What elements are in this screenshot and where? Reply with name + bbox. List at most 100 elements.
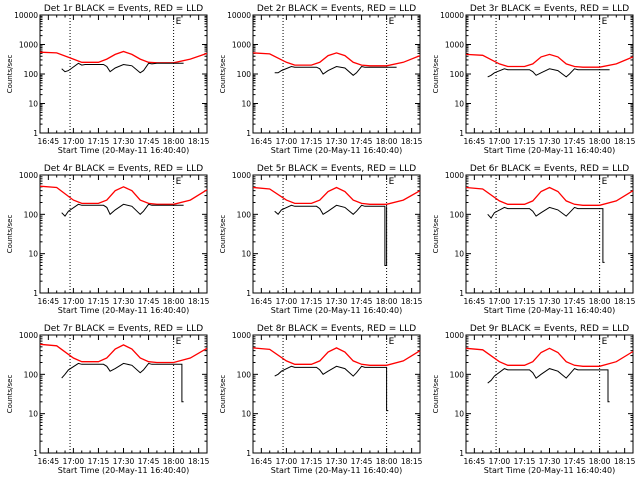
panel-det-1: Det 1r BLACK = Events, RED = LLD 1 10 100 10… <box>6 4 210 155</box>
y-tick-label: 1000 <box>19 331 38 340</box>
y-tick-label: 1000 <box>445 41 464 50</box>
x-axis-label: Start Time (20-May-11 16:40:40) <box>484 306 615 315</box>
x-tick-label: 18:15 <box>614 137 636 146</box>
y-axis-label: Counts/sec <box>432 375 440 414</box>
series-events-line <box>61 62 184 74</box>
x-axis-label: Start Time (20-May-11 16:40:40) <box>271 466 402 475</box>
y-tick-label: 100 <box>237 210 252 219</box>
x-tick-label: 17:00 <box>489 137 511 146</box>
series-lld-line <box>465 53 634 68</box>
x-tick-label: 18:00 <box>376 457 398 466</box>
x-tick-label: 17:30 <box>326 297 348 306</box>
chart-title: Det 3r BLACK = Events, RED = LLD <box>470 4 629 14</box>
panel-det-2: Det 2r BLACK = Events, RED = LLD 1 10 100 10… <box>219 4 423 155</box>
y-tick-label: 100 <box>24 210 39 219</box>
chart-title: Det 9r BLACK = Events, RED = LLD <box>470 324 629 334</box>
plot-frame <box>39 14 208 134</box>
y-tick-label: 1 <box>246 289 251 298</box>
y-tick-label: 1000 <box>445 171 464 180</box>
x-tick-label: 18:15 <box>188 297 210 306</box>
panel-det-8: Det 8r BLACK = Events, RED = LLD 1 10 100 10… <box>219 324 423 475</box>
y-tick-label: 10 <box>28 100 38 109</box>
x-tick-label: 18:15 <box>614 297 636 306</box>
chart-title: Det 2r BLACK = Events, RED = LLD <box>257 4 416 14</box>
y-tick-label: 1 <box>246 449 251 458</box>
x-tick-label: 16:45 <box>38 137 60 146</box>
x-tick-label: 16:45 <box>464 457 486 466</box>
y-tick-label: 1000 <box>19 41 38 50</box>
x-axis-label: Start Time (20-May-11 16:40:40) <box>484 466 615 475</box>
x-axis-label: Start Time (20-May-11 16:40:40) <box>58 306 189 315</box>
x-tick-label: 17:45 <box>564 137 586 146</box>
x-tick-label: 16:45 <box>464 297 486 306</box>
x-tick-label: 17:45 <box>138 297 160 306</box>
y-tick-label: 10000 <box>440 11 464 20</box>
series-lld-line <box>252 52 421 67</box>
x-axis-label: Start Time (20-May-11 16:40:40) <box>271 306 402 315</box>
y-axis-label: Counts/sec <box>219 215 227 254</box>
x-tick-label: 17:45 <box>138 457 160 466</box>
series-events-line <box>274 365 389 412</box>
series-lld-line <box>252 347 421 366</box>
x-tick-label: 17:00 <box>276 297 298 306</box>
x-tick-label: 18:00 <box>589 297 611 306</box>
y-tick-label: 100 <box>237 370 252 379</box>
plot-frame <box>39 174 208 294</box>
plot-frame <box>465 174 634 294</box>
y-tick-label: 1 <box>459 129 464 138</box>
series-events-line <box>487 368 610 403</box>
x-tick-label: 17:15 <box>88 457 110 466</box>
x-tick-label: 16:45 <box>251 137 273 146</box>
y-tick-label: 1 <box>33 449 38 458</box>
series-lld-line <box>39 343 208 364</box>
marker-label: E <box>176 337 182 347</box>
chart-title: Det 5r BLACK = Events, RED = LLD <box>257 164 416 174</box>
y-tick-label: 1000 <box>19 171 38 180</box>
x-tick-label: 18:15 <box>401 457 423 466</box>
x-tick-label: 17:45 <box>564 297 586 306</box>
y-tick-label: 1000 <box>232 41 251 50</box>
x-tick-label: 18:00 <box>589 137 611 146</box>
x-tick-label: 18:00 <box>163 457 185 466</box>
y-axis-label: Counts/sec <box>6 55 14 94</box>
x-tick-label: 16:45 <box>38 457 60 466</box>
y-tick-label: 1000 <box>232 171 251 180</box>
plot-frame <box>252 174 421 294</box>
x-tick-label: 17:45 <box>138 137 160 146</box>
y-axis-label: Counts/sec <box>6 375 14 414</box>
x-tick-label: 17:00 <box>489 297 511 306</box>
y-axis-label: Counts/sec <box>432 55 440 94</box>
plot-frame <box>252 334 421 454</box>
x-tick-label: 18:00 <box>376 137 398 146</box>
y-tick-label: 100 <box>24 370 39 379</box>
x-tick-label: 17:00 <box>63 457 85 466</box>
y-tick-label: 10000 <box>227 11 251 20</box>
y-tick-label: 1000 <box>232 331 251 340</box>
marker-label: E <box>389 177 395 187</box>
x-tick-label: 17:45 <box>351 457 373 466</box>
y-tick-label: 10 <box>454 100 464 109</box>
x-tick-label: 17:30 <box>326 137 348 146</box>
panel-det-9: Det 9r BLACK = Events, RED = LLD 1 10 100 10… <box>432 324 636 475</box>
x-tick-label: 18:00 <box>589 457 611 466</box>
x-tick-label: 17:15 <box>301 137 323 146</box>
chart-title: Det 8r BLACK = Events, RED = LLD <box>257 324 416 334</box>
series-events-line <box>61 362 184 403</box>
marker-label: E <box>602 17 608 27</box>
x-tick-label: 17:15 <box>514 137 536 146</box>
plot-frame <box>252 14 421 134</box>
y-tick-label: 1 <box>33 289 38 298</box>
series-events-line <box>274 204 388 266</box>
y-tick-label: 100 <box>24 70 39 79</box>
chart-title: Det 1r BLACK = Events, RED = LLD <box>44 4 203 14</box>
y-tick-label: 10 <box>241 250 251 259</box>
series-lld-line <box>252 186 421 205</box>
x-tick-label: 17:30 <box>113 297 135 306</box>
y-axis-label: Counts/sec <box>432 215 440 254</box>
y-tick-label: 1 <box>246 129 251 138</box>
y-tick-label: 10 <box>28 250 38 259</box>
y-axis-label: Counts/sec <box>219 55 227 94</box>
panel-det-3: Det 3r BLACK = Events, RED = LLD 1 10 100 10… <box>432 4 636 155</box>
x-tick-label: 17:45 <box>351 137 373 146</box>
